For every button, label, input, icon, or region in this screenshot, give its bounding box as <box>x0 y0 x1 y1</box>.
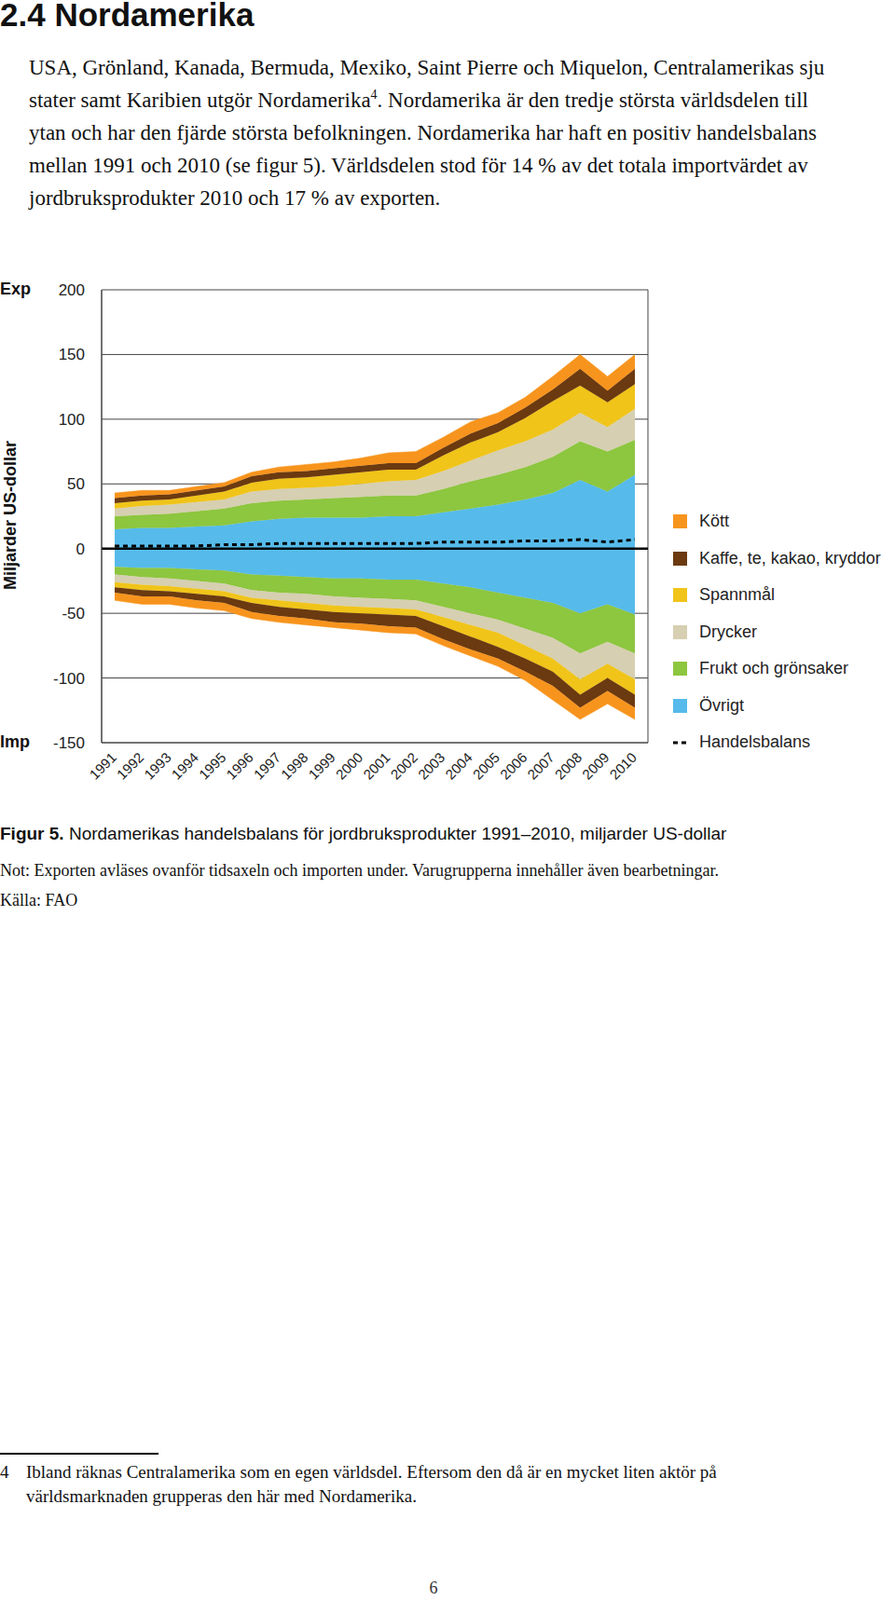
html-text:Figur 5. Nordamerikas handelsb: Figur 5. Nordamerikas handelsbalans för … <box>0 824 727 844</box>
svg-text:2006: 2006 <box>496 749 531 784</box>
svg-text:2004: 2004 <box>441 749 476 784</box>
svg-text:-50: -50 <box>61 605 85 623</box>
svg-text:200: 200 <box>58 281 85 300</box>
html-text:Not: Exporten avläses ovanför: Not: Exporten avläses ovanför tidsaxeln … <box>0 861 719 881</box>
svg-text:150: 150 <box>58 345 85 364</box>
svg-text:2003: 2003 <box>414 749 449 784</box>
html-text:Övrigt: Övrigt <box>699 696 744 715</box>
svg-text:2001: 2001 <box>359 749 394 784</box>
svg-text:2010: 2010 <box>605 749 640 784</box>
html-text:Ibland räknas Centralamerika s: Ibland räknas Centralamerika som en egen… <box>26 1462 717 1507</box>
svg-text:-100: -100 <box>53 670 85 689</box>
svg-text:50: 50 <box>67 475 85 494</box>
svg-text:1996: 1996 <box>222 749 257 784</box>
html-text:Handelsbalans: Handelsbalans <box>699 733 811 752</box>
svg-text:2007: 2007 <box>523 749 558 784</box>
svg-text:1992: 1992 <box>113 749 148 784</box>
svg-text:1998: 1998 <box>277 749 312 784</box>
svg-text:1997: 1997 <box>250 749 285 784</box>
svg-text:1994: 1994 <box>167 749 202 784</box>
html-text:Frukt och grönsaker: Frukt och grönsaker <box>699 659 849 679</box>
svg-text:100: 100 <box>58 411 85 429</box>
svg-text:0: 0 <box>76 540 85 559</box>
html-text:USA, Grönland, Kanada, Bermuda: USA, Grönland, Kanada, Bermuda, Mexiko, … <box>28 55 825 210</box>
html-text:Spannmål: Spannmål <box>699 585 775 605</box>
svg-text:2008: 2008 <box>551 749 586 784</box>
html-text:Källa: FAO: Källa: FAO <box>0 891 78 910</box>
html-text:Drycker: Drycker <box>699 622 758 642</box>
svg-text:1993: 1993 <box>140 749 175 784</box>
svg-text:1999: 1999 <box>304 749 339 784</box>
svg-text:1995: 1995 <box>195 749 230 784</box>
svg-text:1991: 1991 <box>85 749 120 784</box>
svg-text:2005: 2005 <box>468 749 503 784</box>
html-text:6: 6 <box>429 1579 438 1598</box>
html-text:Kaffe, te, kakao, kryddor: Kaffe, te, kakao, kryddor <box>699 548 881 568</box>
svg-text:2002: 2002 <box>386 749 421 784</box>
html-text:Imp: Imp <box>0 732 30 752</box>
html-text:Exp: Exp <box>0 279 31 299</box>
svg-text:2009: 2009 <box>578 749 613 784</box>
html-text:Kött: Kött <box>699 512 730 531</box>
html-text:Miljarder US-dollar: Miljarder US-dollar <box>0 440 20 591</box>
svg-text:-150: -150 <box>53 734 85 753</box>
html-text:4: 4 <box>0 1462 9 1483</box>
svg-text:2000: 2000 <box>332 749 367 784</box>
